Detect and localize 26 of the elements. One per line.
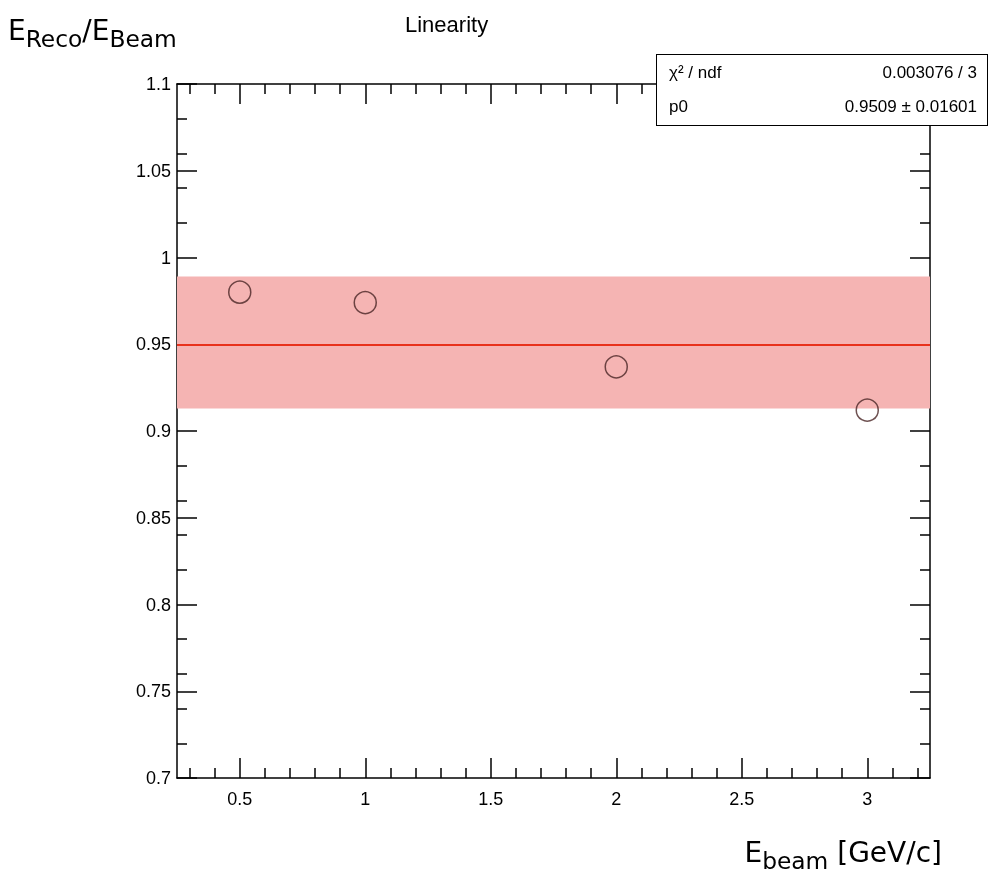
y-tick-label: 0.85 xyxy=(135,507,171,528)
point xyxy=(604,355,628,379)
y-tick-label: 0.7 xyxy=(145,768,171,788)
annotation: p0 xyxy=(669,97,689,117)
x-tick-label: 2.5 xyxy=(729,789,755,809)
y-tick-label: 0.95 xyxy=(135,334,171,355)
x-tick-label: 2 xyxy=(611,789,622,809)
x-tick-label: 1 xyxy=(360,789,371,809)
y-tick-label: 0.75 xyxy=(135,681,171,702)
chart-title: Linearity xyxy=(405,11,489,37)
text: 0.003076 / 3 xyxy=(881,63,977,83)
point xyxy=(855,398,879,422)
y-axis-title: E$_{Reco}$/E$_{Beam}$ xyxy=(8,14,177,53)
x-axis-title: E$_{beam}$ [GeV/c] xyxy=(744,836,942,875)
point xyxy=(228,280,252,304)
y-tick-label: 1.1 xyxy=(145,74,171,94)
x-tick-label: 3 xyxy=(862,789,873,809)
y-tick-label: 0.9 xyxy=(145,421,171,441)
y-tick-label: 1.05 xyxy=(135,160,171,181)
point xyxy=(353,290,377,315)
y-tick-label: 0.8 xyxy=(145,594,171,615)
text: χ² / ndf xyxy=(669,63,723,83)
x-tick-label: 0.5 xyxy=(227,789,253,809)
annotation: 0.9509 ± 0.01601 xyxy=(843,97,977,117)
x-tick-label: 1.5 xyxy=(478,789,504,809)
y-tick-label: 1 xyxy=(160,247,171,268)
